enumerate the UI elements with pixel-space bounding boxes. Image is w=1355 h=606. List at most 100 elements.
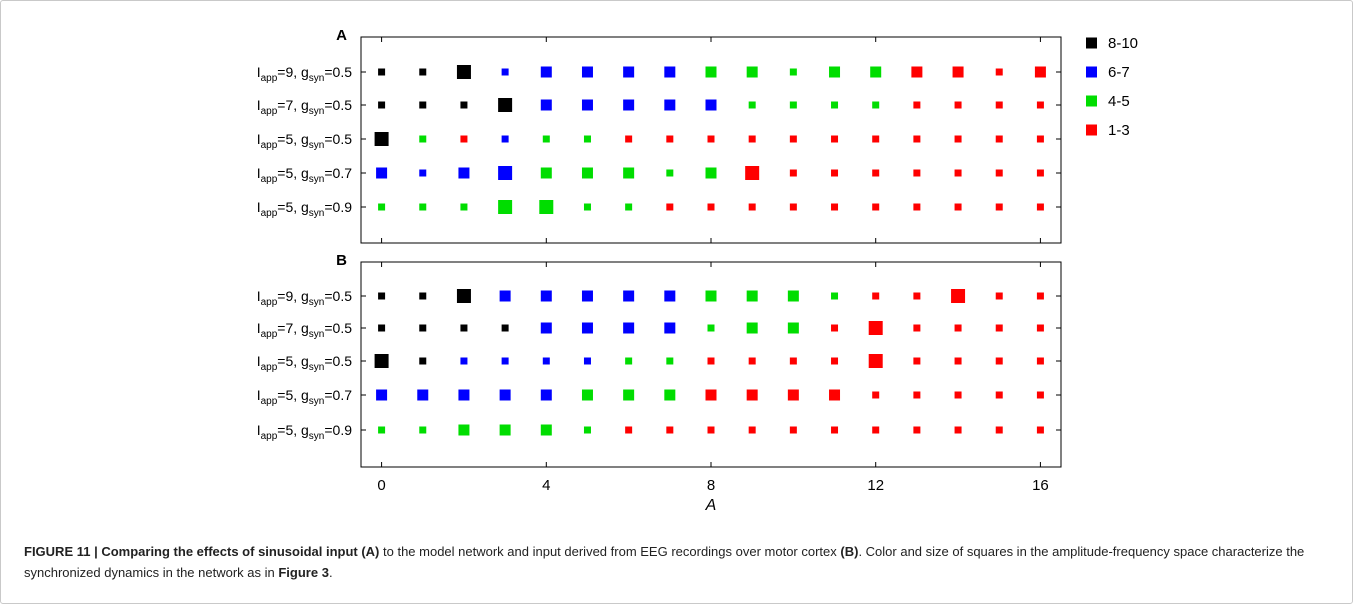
panel-b-data-square — [705, 389, 717, 401]
panel-a-data-square — [872, 135, 880, 143]
panel-a-data-square — [623, 99, 635, 111]
panel-b-data-square — [913, 324, 921, 332]
legend-label: 8-10 — [1108, 35, 1138, 52]
panel-b-data-square — [1036, 391, 1044, 399]
panel-a-data-square — [995, 68, 1003, 76]
panel-a-data-square — [913, 203, 921, 211]
panel-a-row-label: Iapp=7, gsyn=0.5 — [257, 97, 353, 117]
panel-b-data-square — [460, 324, 468, 332]
panel-b-label: B — [336, 252, 347, 269]
panel-b-data-square — [581, 322, 593, 334]
legend-label: 4-5 — [1108, 93, 1130, 110]
panel-a-data-square — [419, 203, 427, 211]
panel-b-data-square — [378, 324, 386, 332]
panel-b-data-square — [787, 290, 799, 302]
panel-a-data-square — [583, 135, 591, 143]
panel-b-data-square — [625, 357, 633, 365]
panel-b-data-square — [789, 426, 797, 434]
panel-b-x-tick-label: 16 — [1032, 477, 1049, 494]
panel-a-data-square — [1036, 135, 1044, 143]
panel-b-data-square — [419, 324, 427, 332]
caption-bold-3: Figure 3 — [278, 565, 329, 580]
panel-a-data-square — [376, 167, 388, 179]
panel-b-data-square — [831, 324, 839, 332]
panel-a-data-square — [954, 135, 962, 143]
panel-a-data-square — [666, 135, 674, 143]
panel-b-data-square — [664, 290, 676, 302]
panel-a-data-square — [789, 135, 797, 143]
panel-b-data-square — [789, 357, 797, 365]
panel-b-data-square — [831, 426, 839, 434]
legend-swatch — [1086, 95, 1097, 107]
panel-b-data-square — [707, 324, 715, 332]
legend: 8-10 6-7 4-5 1-3 — [1086, 35, 1138, 139]
panel-a-data-square — [872, 169, 880, 177]
panel-a-data-square — [374, 132, 389, 146]
panel-a-data-square — [666, 169, 674, 177]
panel-b-data-square — [456, 289, 471, 303]
panel-b-row-label: Iapp=7, gsyn=0.5 — [257, 320, 353, 340]
panel-a-data-square — [623, 66, 635, 78]
panel-b-data-square — [540, 424, 552, 436]
panel-a-data-square — [498, 166, 513, 180]
panel-b-data-square — [664, 389, 676, 401]
panel-b-data-square — [417, 389, 429, 401]
panel-a-data-square — [831, 135, 839, 143]
panel-b: B 0 4 8 12 16 A Iapp=9, gsyn=0.5 Iapp=7, gsyn=0.… — [257, 252, 1062, 514]
panel-b-data-square — [913, 292, 921, 300]
panel-a-data-square — [952, 66, 964, 78]
panel-a-data-square — [707, 135, 715, 143]
panel-b-x-tick-label: 4 — [542, 477, 550, 494]
panel-a-data-square — [539, 200, 554, 214]
panel-b-data-square — [954, 357, 962, 365]
panel-b-data-square — [748, 357, 756, 365]
panel-a-data-square — [458, 167, 470, 179]
panel-a-data-square — [664, 66, 676, 78]
figure-caption: FIGURE 11 | Comparing the effects of sin… — [24, 541, 1334, 583]
panel-a-data-square — [498, 200, 513, 214]
panel-a-data-square — [623, 167, 635, 179]
panel-a-data-square — [540, 66, 552, 78]
panel-a-data-square — [789, 203, 797, 211]
panel-a-data-square — [664, 99, 676, 111]
panel-a-label: A — [336, 27, 347, 44]
panel-b-data-square — [460, 357, 468, 365]
panel-b-data-square — [664, 322, 676, 334]
panel-b-data-square — [583, 357, 591, 365]
panel-a-data-square — [870, 66, 882, 78]
panel-a-data-square — [789, 169, 797, 177]
panel-a-data-square — [748, 135, 756, 143]
panel-a-data-square — [625, 203, 633, 211]
panel-b-data-square — [705, 290, 717, 302]
panel-b-data-square — [581, 389, 593, 401]
panel-a-data-square — [995, 101, 1003, 109]
panel-b-data-square — [913, 357, 921, 365]
panel-a-data-square — [831, 101, 839, 109]
panel-b-data-square — [872, 426, 880, 434]
caption-bold-2: (B) — [840, 544, 859, 559]
panel-b-data-square — [623, 290, 635, 302]
panel-b-x-tick-label: 0 — [377, 477, 385, 494]
panel-a-row-label: Iapp=9, gsyn=0.5 — [257, 64, 353, 84]
panel-a-data-square — [460, 203, 468, 211]
panel-b-data-square — [868, 354, 883, 368]
panel-a-data-square — [746, 66, 758, 78]
panel-b-data-square — [374, 354, 389, 368]
panel-a-data-square — [498, 98, 513, 112]
panel-a-data-square — [789, 68, 797, 76]
panel-b-data-square — [787, 389, 799, 401]
panel-b-data-square — [666, 357, 674, 365]
panel-b-data-square — [499, 389, 511, 401]
panel-b-data-square — [787, 322, 799, 334]
panel-b-x-tick-label: 12 — [867, 477, 884, 494]
panel-b-data-square — [419, 426, 427, 434]
panel-b-data-square — [501, 357, 509, 365]
panel-a-data-square — [581, 99, 593, 111]
panel-a-data-square — [995, 169, 1003, 177]
panel-b-data-square — [378, 292, 386, 300]
panel-b-data-square — [951, 289, 966, 303]
panel-b-data-square — [995, 357, 1003, 365]
panel-a-data-square — [872, 203, 880, 211]
panel-a-data-square — [748, 203, 756, 211]
